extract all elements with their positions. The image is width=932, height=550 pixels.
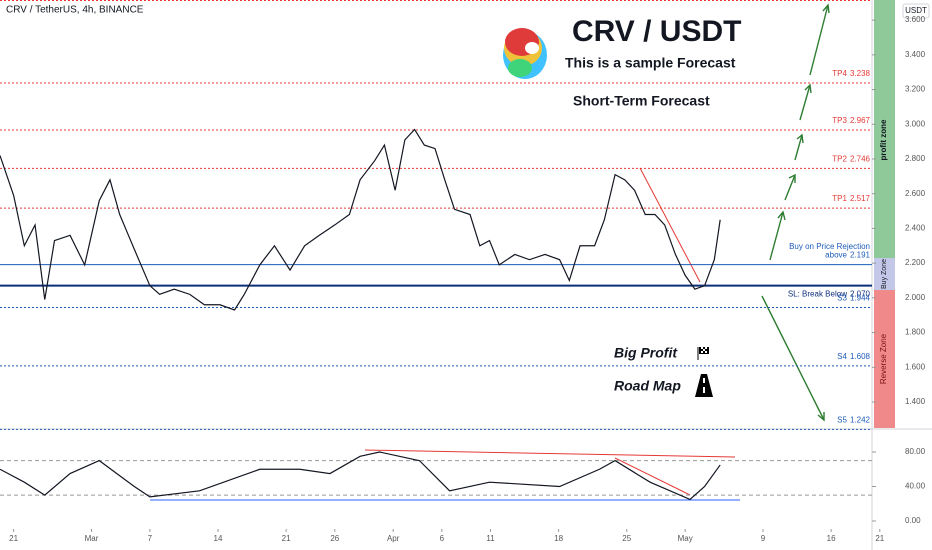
y-tick-label: 2.600 xyxy=(905,189,926,198)
zone-label: Buy Zone xyxy=(881,259,888,289)
level-name: TP2 xyxy=(832,154,847,163)
x-tick-label: 16 xyxy=(827,534,836,543)
level-value: 3.238 xyxy=(850,69,871,78)
zone-label: profit zone xyxy=(879,119,888,160)
x-tick-label: 26 xyxy=(330,534,339,543)
y-tick-label: 2.000 xyxy=(905,293,926,302)
level-label: SL: Break Below 2.070 xyxy=(788,290,871,299)
y-tick-label: 1.600 xyxy=(905,362,926,371)
level-value: 2.746 xyxy=(850,154,871,163)
y-tick-label: 2.800 xyxy=(905,154,926,163)
trend-line xyxy=(639,167,701,283)
rsi-tick-label: 40.00 xyxy=(905,482,926,491)
x-tick-label: Apr xyxy=(387,534,400,543)
level-name: S4 xyxy=(837,352,847,361)
buy-zone xyxy=(874,258,895,290)
level-value: 2.191 xyxy=(850,251,871,260)
x-tick-label: 7 xyxy=(148,534,153,543)
x-tick-label: 6 xyxy=(440,534,445,543)
road-icon xyxy=(695,374,713,397)
flag-icon xyxy=(697,347,709,360)
x-tick-label: Mar xyxy=(85,534,99,543)
level-value: 1.944 xyxy=(850,294,871,303)
title: CRV / USDT xyxy=(572,15,741,48)
x-tick-label: 21 xyxy=(9,534,18,543)
level-name: S5 xyxy=(837,415,847,424)
y-tick-label: 2.200 xyxy=(905,258,926,267)
level-value: 2.967 xyxy=(850,116,871,125)
level-value: 1.242 xyxy=(850,415,871,424)
currency-badge xyxy=(902,3,930,19)
level-label: TP1 2.517 xyxy=(832,194,870,203)
x-tick-label: 11 xyxy=(486,534,495,543)
level-value: 2.070 xyxy=(850,290,871,299)
x-tick-label: 25 xyxy=(622,534,631,543)
forecast-label: Short-Term Forecast xyxy=(573,93,710,109)
level-label: S3 1.944 xyxy=(837,294,870,303)
reverse-zone xyxy=(874,290,895,428)
zone-label: Reverse Zone xyxy=(879,333,888,384)
level-note: Buy on Price Rejection xyxy=(789,242,870,251)
logo xyxy=(503,28,547,79)
y-tick-label: 1.400 xyxy=(905,397,926,406)
forecast-arrows xyxy=(761,3,830,422)
rsi-line xyxy=(0,451,721,501)
x-tick-label: 21 xyxy=(282,534,291,543)
level-value: 2.517 xyxy=(850,194,871,203)
rsi-trend-line xyxy=(614,457,691,496)
y-tick-label: 3.400 xyxy=(905,50,926,59)
rsi-trend-line xyxy=(364,449,736,458)
x-tick-label: May xyxy=(678,534,693,543)
level-label: TP4 3.238 xyxy=(832,69,870,78)
level-name: TP4 xyxy=(832,69,847,78)
y-tick-label: 3.600 xyxy=(905,15,926,24)
y-tick-label: 1.800 xyxy=(905,328,926,337)
level-name: TP1 xyxy=(832,194,847,203)
level-label: above 2.191 xyxy=(825,251,870,260)
y-tick-label: 2.400 xyxy=(905,224,926,233)
x-tick-label: 14 xyxy=(214,534,223,543)
road-map: Road Map xyxy=(614,378,681,394)
level-label: TP3 2.967 xyxy=(832,116,870,125)
subtitle: This is a sample Forecast xyxy=(565,55,736,71)
x-tick-label: 21 xyxy=(875,534,884,543)
currency: USDT xyxy=(905,6,927,15)
rsi-tick-label: 0.00 xyxy=(905,516,921,525)
price-line xyxy=(0,128,721,311)
x-tick-label: 9 xyxy=(761,534,766,543)
profit-zone xyxy=(874,0,895,258)
level-label: S4 1.608 xyxy=(837,352,870,361)
y-tick-label: 3.000 xyxy=(905,119,926,128)
level-name: above xyxy=(825,251,847,260)
level-label: TP2 2.746 xyxy=(832,154,870,163)
x-tick-label: 18 xyxy=(554,534,563,543)
rsi-tick-label: 80.00 xyxy=(905,447,926,456)
symbol: CRV / TetherUS, 4h, BINANCE xyxy=(6,5,144,16)
big-profit: Big Profit xyxy=(614,345,678,361)
level-label: S5 1.242 xyxy=(837,415,870,424)
level-name: SL: Break Below xyxy=(788,290,847,299)
y-tick-label: 3.200 xyxy=(905,85,926,94)
level-name: S3 xyxy=(837,294,847,303)
level-name: TP3 xyxy=(832,116,847,125)
level-value: 1.608 xyxy=(850,352,871,361)
